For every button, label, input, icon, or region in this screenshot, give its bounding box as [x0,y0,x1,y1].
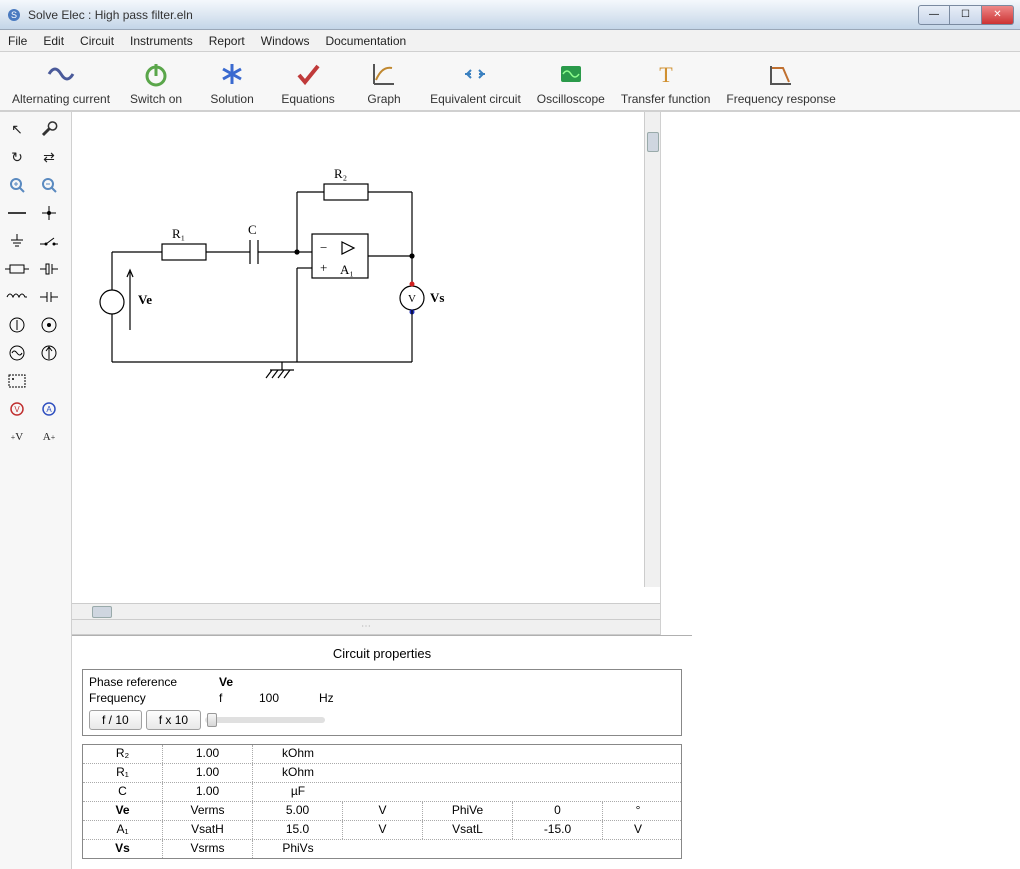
tool-alternating-current[interactable]: Alternating current [12,58,110,106]
canvas-hscroll[interactable] [72,603,660,619]
main-area: ↖ ↻ ⇄ V A +V A+ [0,111,1020,869]
circuit-canvas[interactable]: Ve R₁ C [72,112,660,603]
props-table: R₂ 1.00 kOhm R₁ 1.00 kOhm C 1.00 µF Ve V… [82,744,682,859]
palette-zoom-out[interactable] [34,172,64,198]
power-icon [142,60,170,88]
equiv-icon [461,60,489,88]
svg-text:S: S [11,10,17,20]
tool-oscilloscope[interactable]: Oscilloscope [537,58,605,106]
app-icon: S [6,7,22,23]
svg-text:V: V [408,293,416,305]
props-row: C 1.00 µF [83,782,681,801]
menu-instruments[interactable]: Instruments [130,34,193,48]
palette-ammeter[interactable]: A [34,396,64,422]
tool-transfer-function[interactable]: T Transfer function [621,58,711,106]
circuit-canvas-wrap: Ve R₁ C [72,112,660,635]
palette-flip[interactable]: ⇄ [34,144,64,170]
palette-vsource[interactable] [2,312,32,338]
graph-icon [370,60,398,88]
window-title: Solve Elec : High pass filter.eln [28,8,918,22]
palette-node[interactable] [34,200,64,226]
tool-equivalent-circuit[interactable]: Equivalent circuit [430,58,521,106]
title-bar: S Solve Elec : High pass filter.eln — ☐ … [0,0,1020,30]
circuit-schematic: Ve R₁ C [72,112,612,532]
svg-text:V: V [14,405,20,414]
freq-mul-button[interactable]: f x 10 [146,710,201,730]
canvas-grip[interactable]: ⋯ [72,619,660,635]
palette-select[interactable]: ↖ [2,116,32,142]
props-row: Ve Verms 5.00 V PhiVe 0 ° [83,801,681,820]
tool-equations[interactable]: Equations [278,58,338,106]
palette-resistor[interactable] [2,256,32,282]
freq-value[interactable]: 100 [259,691,319,705]
props-row: A₁ VsatH 15.0 V VsatL -15.0 V [83,820,681,839]
freq-symbol: f [219,691,259,705]
palette-zoom-in[interactable] [2,172,32,198]
svg-text:R₁: R₁ [172,226,185,241]
palette-rotate[interactable]: ↻ [2,144,32,170]
canvas-vscroll[interactable] [644,112,660,587]
minimize-button[interactable]: — [918,5,950,25]
circuit-properties-panel: Circuit properties Phase reference Ve Fr… [72,635,692,869]
svg-text:−: − [320,240,327,255]
palette-switch[interactable] [34,228,64,254]
scope-icon [557,60,585,88]
freq-div-button[interactable]: f / 10 [89,710,142,730]
menu-documentation[interactable]: Documentation [325,34,406,48]
palette-inductor[interactable] [2,284,32,310]
svg-text:+: + [320,260,327,275]
menu-edit[interactable]: Edit [43,34,64,48]
freq-unit: Hz [319,691,334,705]
palette-plus-v[interactable]: +V [2,424,32,450]
palette-capacitor-alt[interactable] [34,256,64,282]
props-heading: Circuit properties [82,642,682,669]
props-row: R₂ 1.00 kOhm [83,745,681,763]
svg-text:A₁: A₁ [340,262,354,277]
menu-bar: File Edit Circuit Instruments Report Win… [0,30,1020,52]
palette-box[interactable] [2,368,32,394]
transfer-icon: T [652,60,680,88]
snowflake-icon [218,60,246,88]
tool-switch-on[interactable]: Switch on [126,58,186,106]
palette-ground[interactable] [2,228,32,254]
menu-circuit[interactable]: Circuit [80,34,114,48]
freq-slider[interactable] [205,717,325,723]
palette-wrench[interactable] [34,116,64,142]
props-row: R₁ 1.00 kOhm [83,763,681,782]
svg-text:Vs: Vs [430,290,444,305]
freqresp-icon [767,60,795,88]
phase-ref-label: Phase reference [89,675,219,689]
palette-voltmeter[interactable]: V [2,396,32,422]
svg-text:C: C [248,222,257,237]
tool-graph[interactable]: Graph [354,58,414,106]
svg-text:Ve: Ve [138,292,152,307]
tool-frequency-response[interactable]: Frequency response [726,58,835,106]
ac-icon [47,60,75,88]
menu-report[interactable]: Report [209,34,245,48]
toolbar: Alternating current Switch on Solution E… [0,52,1020,111]
menu-windows[interactable]: Windows [261,34,310,48]
maximize-button[interactable]: ☐ [950,5,982,25]
palette-capacitor[interactable] [34,284,64,310]
palette-depsource[interactable] [34,340,64,366]
palette-isource[interactable] [34,312,64,338]
right-pane [660,112,1020,635]
component-palette: ↖ ↻ ⇄ V A +V A+ [0,112,72,869]
check-icon [294,60,322,88]
palette-acsource[interactable] [2,340,32,366]
palette-wire[interactable] [2,200,32,226]
svg-text:A: A [46,405,52,414]
close-button[interactable]: ✕ [982,5,1014,25]
svg-text:R₂: R₂ [334,166,347,181]
palette-plus-a[interactable]: A+ [34,424,64,450]
svg-text:T: T [659,62,673,87]
tool-solution[interactable]: Solution [202,58,262,106]
props-row: Vs Vsrms PhiVs [83,839,681,858]
freq-label: Frequency [89,691,219,705]
menu-file[interactable]: File [8,34,27,48]
phase-ref-value: Ve [219,675,279,689]
palette-blank [34,368,64,394]
